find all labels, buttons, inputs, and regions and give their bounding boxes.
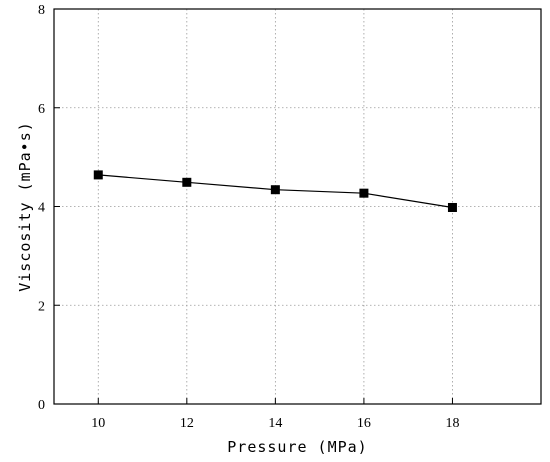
y-tick-label: 4: [38, 201, 45, 216]
y-axis-title: Viscosity (mPa•s): [16, 121, 34, 292]
data-point-marker: [270, 185, 280, 195]
data-point-marker: [359, 188, 369, 198]
data-point-marker: [93, 170, 103, 180]
x-tick-label: 14: [268, 416, 282, 431]
gridlines: [54, 9, 541, 404]
x-tick-label: 12: [180, 416, 194, 431]
y-tick-label: 6: [38, 102, 45, 117]
x-tick-label: 16: [357, 416, 371, 431]
y-tick-label: 0: [38, 398, 45, 413]
y-tick-label: 8: [38, 3, 45, 18]
x-axis-title: Pressure (MPa): [227, 438, 367, 456]
x-tick-label: 10: [91, 416, 105, 431]
x-tick-label: 18: [445, 416, 459, 431]
axis-ticks: 10 12 14 16 18 0 2 4 6 8: [38, 3, 459, 431]
series-group: [93, 170, 457, 212]
data-point-marker: [447, 202, 457, 212]
data-point-marker: [182, 177, 192, 187]
y-tick-label: 2: [38, 299, 45, 314]
